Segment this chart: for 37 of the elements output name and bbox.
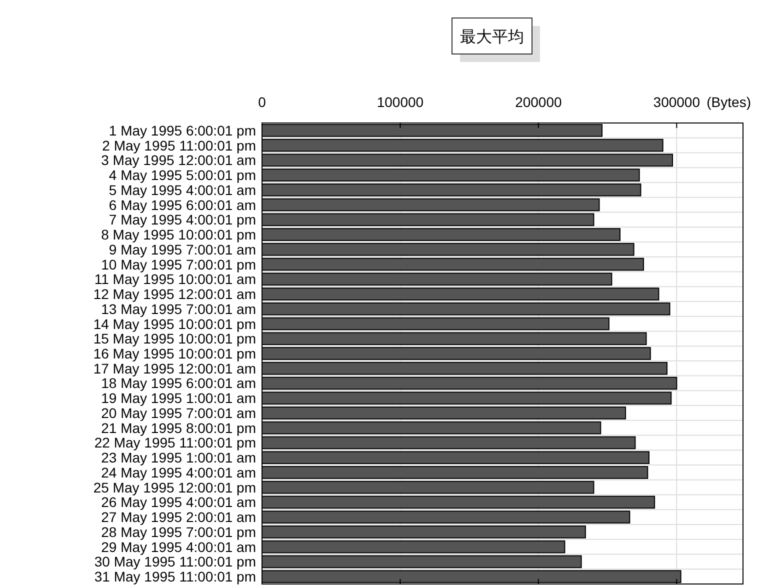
- y-tick-label: 26 May 1995 4:00:01 am: [101, 494, 256, 510]
- y-tick-label: 28 May 1995 7:00:01 pm: [101, 524, 256, 540]
- y-tick-label: 23 May 1995 1:00:01 am: [101, 450, 256, 466]
- y-tick-label: 29 May 1995 4:00:01 am: [101, 538, 256, 555]
- y-tick-label: 27 May 1995 2:00:01 am: [101, 509, 256, 526]
- y-tick-label: 20 May 1995 7:00:01 am: [101, 404, 256, 421]
- y-tick-label: 19 May 1995 1:00:01 am: [101, 390, 256, 406]
- y-tick-label: 3 May 1995 12:00:01 am: [101, 152, 256, 168]
- y-tick-label: 22 May 1995 11:00:01 pm: [94, 434, 256, 451]
- x-tick-label: 300000: [653, 94, 700, 110]
- y-tick-label: 4 May 1995 5:00:01 pm: [108, 167, 256, 184]
- y-tick-label: 17 May 1995 12:00:01 am: [93, 360, 256, 376]
- y-tick-label: 25 May 1995 12:00:01 pm: [93, 479, 256, 496]
- y-tick-label: 15 May 1995 10:00:01 pm: [93, 330, 256, 347]
- x-tick-label: 200000: [515, 94, 562, 110]
- y-tick-label: 1 May 1995 6:00:01 pm: [108, 122, 256, 138]
- y-tick-label: 9 May 1995 7:00:01 am: [108, 241, 256, 258]
- y-tick-label: 6 May 1995 6:00:01 am: [108, 196, 256, 213]
- x-axis-title: (Bytes): [706, 94, 751, 110]
- x-tick-label: 100000: [376, 94, 424, 110]
- y-tick-label: 31 May 1995 11:00:01 pm: [94, 568, 256, 585]
- y-tick-label: 18 May 1995 6:00:01 am: [101, 375, 256, 392]
- y-tick-label: 7 May 1995 4:00:01 pm: [108, 212, 256, 228]
- y-tick-label: 13 May 1995 7:00:01 am: [101, 300, 256, 317]
- y-tick-label: 12 May 1995 12:00:01 am: [93, 286, 256, 302]
- y-tick-label: 21 May 1995 8:00:01 pm: [101, 420, 256, 436]
- x-tick-label: 0: [258, 94, 266, 110]
- y-tick-label: 2 May 1995 11:00:01 pm: [102, 137, 256, 154]
- y-tick-label: 10 May 1995 7:00:01 pm: [101, 256, 256, 272]
- chart-title: 最大平均: [460, 28, 524, 46]
- y-tick-label: 8 May 1995 10:00:01 pm: [101, 226, 256, 243]
- y-tick-label: 30 May 1995 11:00:01 pm: [94, 554, 256, 570]
- y-tick-label: 5 May 1995 4:00:01 am: [108, 182, 256, 198]
- y-tick-label: 16 May 1995 10:00:01 pm: [93, 346, 256, 362]
- y-tick-label: 14 May 1995 10:00:01 pm: [93, 316, 256, 332]
- y-tick-label: 11 May 1995 10:00:01 am: [94, 271, 256, 288]
- y-tick-label: 24 May 1995 4:00:01 am: [101, 464, 256, 480]
